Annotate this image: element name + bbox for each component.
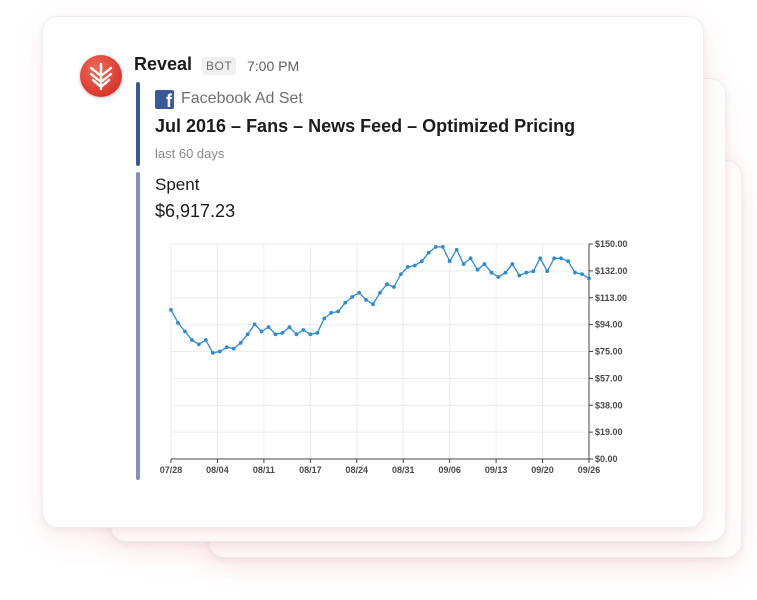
data-point: [399, 272, 403, 276]
data-point: [489, 270, 494, 275]
data-point: [405, 265, 410, 269]
x-tick-label: 08/31: [392, 465, 415, 475]
data-point: [426, 250, 431, 255]
data-point: [482, 262, 487, 266]
data-point: [454, 247, 459, 252]
data-point: [266, 325, 271, 330]
x-tick-label: 08/17: [299, 465, 322, 475]
data-point: [496, 275, 501, 279]
y-tick-label: $0.00: [595, 454, 618, 464]
y-tick-label: $150.00: [595, 239, 628, 249]
y-tick-label: $132.00: [595, 266, 628, 276]
data-point: [176, 320, 180, 325]
data-point: [252, 322, 257, 327]
data-point: [322, 316, 327, 321]
data-point: [308, 332, 313, 337]
data-point: [301, 328, 306, 332]
message-timestamp[interactable]: 7:00 PM: [247, 58, 300, 74]
data-point: [259, 329, 264, 334]
series-line: [170, 246, 590, 354]
attachment-author: Facebook Ad Set: [181, 90, 303, 107]
y-tick-label: $38.00: [595, 400, 623, 410]
data-point: [538, 256, 543, 261]
data-point: [378, 290, 382, 295]
data-point: [468, 256, 473, 261]
facebook-icon: f: [155, 90, 174, 109]
metric-accent-bar: [136, 172, 140, 480]
data-point: [329, 310, 334, 315]
y-tick-label: $113.00: [595, 293, 627, 303]
data-point: [419, 259, 424, 264]
data-point: [231, 346, 236, 351]
data-point: [559, 256, 564, 261]
data-point: [447, 259, 452, 264]
data-point: [350, 295, 355, 299]
data-point: [357, 290, 361, 295]
data-point: [245, 332, 250, 337]
data-point: [412, 263, 417, 268]
data-point: [510, 262, 515, 266]
data-point: [566, 259, 570, 264]
y-tick-label: $19.00: [595, 427, 623, 437]
data-point: [336, 309, 341, 314]
data-point: [531, 269, 536, 274]
data-point: [203, 338, 208, 342]
data-point: [552, 256, 557, 261]
data-point: [580, 272, 584, 276]
data-point: [183, 329, 187, 334]
spend-line-chart: $0.00 $19.00 $38.00 $57.00 $75.00 $94.00 $113.…: [160, 239, 628, 475]
x-tick-label: 08/11: [253, 465, 275, 475]
y-tick-label: $94.00: [595, 320, 623, 330]
attachment-title[interactable]: Jul 2016 – Fans – News Feed – Optimized …: [155, 116, 576, 136]
attachment-subtitle: last 60 days: [155, 146, 225, 161]
data-point: [273, 332, 278, 337]
data-point: [287, 325, 292, 330]
data-point: [196, 342, 201, 347]
data-point: [190, 338, 194, 342]
bot-avatar[interactable]: [80, 55, 122, 97]
data-point: [573, 270, 577, 275]
x-tick-label: 09/06: [438, 465, 461, 475]
data-point: [169, 308, 173, 312]
x-tick-label: 09/20: [531, 465, 554, 475]
bot-name[interactable]: Reveal: [134, 54, 193, 74]
data-point: [315, 330, 320, 335]
data-point: [371, 302, 375, 307]
data-point: [210, 351, 215, 355]
y-tick-label: $75.00: [595, 347, 623, 357]
x-tick-label: 08/04: [206, 465, 229, 475]
data-point: [280, 330, 285, 335]
x-tick-label: 08/24: [346, 465, 369, 475]
data-point: [224, 345, 229, 350]
data-point: [440, 244, 445, 249]
data-point: [392, 285, 396, 289]
x-tick-label: 07/28: [160, 465, 183, 475]
metric-label: Spent: [155, 175, 200, 194]
data-point: [545, 269, 550, 274]
reveal-logo-icon: [89, 62, 113, 91]
attachment-accent-bar: [136, 82, 140, 166]
data-point: [238, 341, 243, 345]
data-point: [503, 270, 508, 275]
data-point: [517, 273, 522, 278]
data-point: [364, 298, 368, 302]
data-point: [385, 282, 389, 287]
data-point: [587, 276, 591, 281]
data-point: [475, 267, 480, 272]
x-tick-label: 09/13: [485, 465, 508, 475]
data-point: [433, 244, 438, 249]
data-point: [524, 270, 529, 275]
data-point: [217, 349, 222, 354]
data-point: [343, 300, 348, 305]
bot-badge: BOT: [202, 57, 237, 75]
y-tick-label: $57.00: [595, 373, 623, 383]
metric-value: $6,917.23: [155, 201, 236, 221]
data-point: [461, 262, 466, 266]
data-point: [294, 332, 299, 337]
message-card: [42, 16, 704, 528]
x-tick-label: 09/26: [578, 465, 601, 475]
